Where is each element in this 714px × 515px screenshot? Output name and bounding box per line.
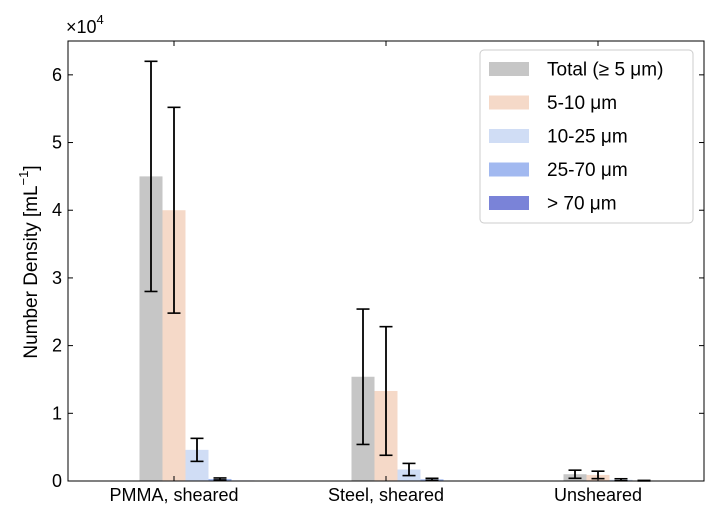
y-tick-label: 5 [52,133,62,153]
y-axis-multiplier: ×104 [66,12,104,37]
y-axis-ticks: 0 1 2 3 4 5 6 [52,65,704,491]
y-axis-label-close: ] [21,165,42,170]
y-tick-label: 3 [52,268,62,288]
y-axis-label-main: Number Density [mL [21,185,42,358]
x-tick-label: Steel, sheared [328,485,444,505]
legend: Total (≥ 5 μm) 5-10 μm 10-25 μm 25-70 μm > 7… [479,49,694,224]
bar [139,176,163,481]
legend-frame [479,49,694,224]
y-tick-label: 6 [52,65,62,85]
y-multiplier-exponent: 4 [97,12,104,27]
bar [162,210,186,481]
bar [185,449,209,481]
y-tick-label: 4 [52,200,62,220]
legend-label: 5-10 μm [547,93,617,114]
legend-label: Total (≥ 5 μm) [547,60,663,81]
legend-swatch [489,196,529,210]
legend-label: > 70 μm [547,194,617,215]
legend-swatch [489,129,529,143]
y-axis-label: Number Density [mL−1] [16,165,42,358]
x-tick-label: Unsheared [554,485,642,505]
y-tick-label: 0 [52,471,62,491]
x-tick-label: PMMA, sheared [109,485,238,505]
legend-label: 10-25 μm [547,127,628,148]
y-tick-label: 2 [52,336,62,356]
legend-label: 25-70 μm [547,160,628,181]
x-axis-ticks: PMMA, sheared Steel, sheared Unsheared [109,41,642,505]
legend-swatch [489,95,529,110]
legend-swatch [489,162,529,177]
legend-items: Total (≥ 5 μm) 5-10 μm 10-25 μm 25-70 μm > 7… [489,60,663,215]
y-axis-label-exponent: −1 [16,171,31,186]
y-multiplier-base: ×10 [66,17,97,37]
legend-swatch [489,62,529,76]
y-tick-label: 1 [52,403,62,423]
